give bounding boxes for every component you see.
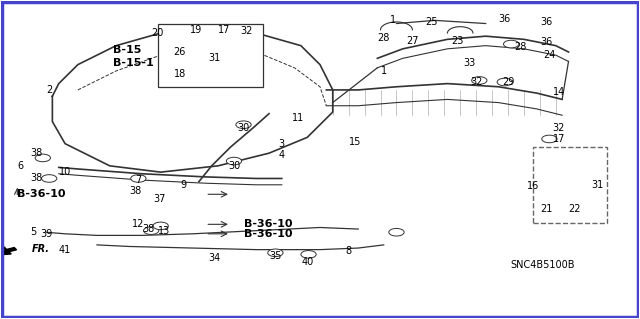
- Text: 11: 11: [292, 113, 304, 123]
- Circle shape: [541, 135, 557, 143]
- Circle shape: [143, 227, 159, 234]
- Text: 29: 29: [502, 77, 514, 87]
- Circle shape: [153, 222, 168, 230]
- Text: 37: 37: [153, 194, 166, 204]
- Text: 38: 38: [30, 174, 43, 183]
- Text: 1: 1: [381, 66, 387, 76]
- Text: 1: 1: [390, 15, 396, 26]
- Text: 13: 13: [157, 226, 170, 236]
- Text: 31: 31: [591, 180, 604, 190]
- Text: 32: 32: [553, 123, 565, 133]
- FancyArrow shape: [0, 247, 17, 256]
- Text: 16: 16: [527, 182, 540, 191]
- Text: 25: 25: [425, 17, 438, 27]
- Text: 8: 8: [346, 246, 352, 256]
- Text: 21: 21: [540, 204, 552, 213]
- Text: 38: 38: [129, 186, 141, 196]
- Circle shape: [472, 77, 487, 84]
- Text: 32: 32: [470, 77, 483, 87]
- Text: 32: 32: [241, 26, 253, 36]
- Text: 22: 22: [568, 204, 581, 213]
- Text: 36: 36: [540, 38, 552, 48]
- Text: B-36-10: B-36-10: [17, 189, 66, 199]
- Text: 39: 39: [40, 229, 52, 239]
- Circle shape: [236, 121, 251, 129]
- Circle shape: [35, 154, 51, 162]
- Text: 17: 17: [218, 25, 230, 35]
- Text: 5: 5: [30, 227, 36, 237]
- Text: 30: 30: [237, 123, 250, 133]
- Circle shape: [268, 249, 283, 256]
- Text: 15: 15: [349, 137, 361, 147]
- FancyBboxPatch shape: [534, 147, 607, 223]
- Text: 7: 7: [135, 175, 141, 185]
- Text: 9: 9: [180, 180, 186, 190]
- Text: 27: 27: [406, 36, 419, 46]
- Text: B-36-10: B-36-10: [244, 229, 292, 239]
- Text: 6: 6: [17, 161, 24, 171]
- Text: 38: 38: [142, 224, 154, 234]
- Text: 18: 18: [173, 69, 186, 79]
- Text: SNC4B5100B: SNC4B5100B: [511, 260, 575, 271]
- Circle shape: [42, 175, 57, 182]
- Text: B-15-1: B-15-1: [113, 58, 154, 68]
- Text: 31: 31: [209, 53, 221, 63]
- Circle shape: [389, 228, 404, 236]
- Text: 28: 28: [378, 33, 390, 43]
- Circle shape: [504, 40, 519, 48]
- Text: 35: 35: [269, 251, 282, 261]
- Text: 17: 17: [553, 134, 565, 144]
- Text: 36: 36: [499, 14, 511, 24]
- Text: B-15: B-15: [113, 45, 141, 56]
- Text: 33: 33: [463, 58, 476, 68]
- Text: 3: 3: [278, 139, 285, 149]
- Text: 4: 4: [278, 150, 285, 160]
- Text: 36: 36: [540, 17, 552, 27]
- Text: 34: 34: [209, 253, 221, 263]
- Text: 20: 20: [151, 28, 164, 38]
- Circle shape: [131, 175, 146, 182]
- Circle shape: [301, 250, 316, 258]
- Text: 10: 10: [59, 167, 71, 177]
- Text: 28: 28: [515, 42, 527, 52]
- Text: B-36-10: B-36-10: [244, 219, 292, 229]
- Text: 24: 24: [543, 50, 556, 60]
- Text: 12: 12: [132, 219, 145, 229]
- FancyBboxPatch shape: [157, 24, 262, 87]
- Text: 41: 41: [59, 245, 71, 255]
- Text: 23: 23: [451, 36, 463, 46]
- Text: FR.: FR.: [32, 244, 50, 254]
- Text: 2: 2: [46, 85, 52, 95]
- Text: 30: 30: [228, 161, 240, 171]
- Text: 14: 14: [553, 86, 565, 97]
- Text: 26: 26: [173, 47, 186, 57]
- Text: 38: 38: [30, 148, 43, 158]
- Text: 40: 40: [301, 257, 314, 267]
- Text: 19: 19: [189, 25, 202, 35]
- Circle shape: [227, 157, 242, 165]
- Circle shape: [497, 78, 513, 86]
